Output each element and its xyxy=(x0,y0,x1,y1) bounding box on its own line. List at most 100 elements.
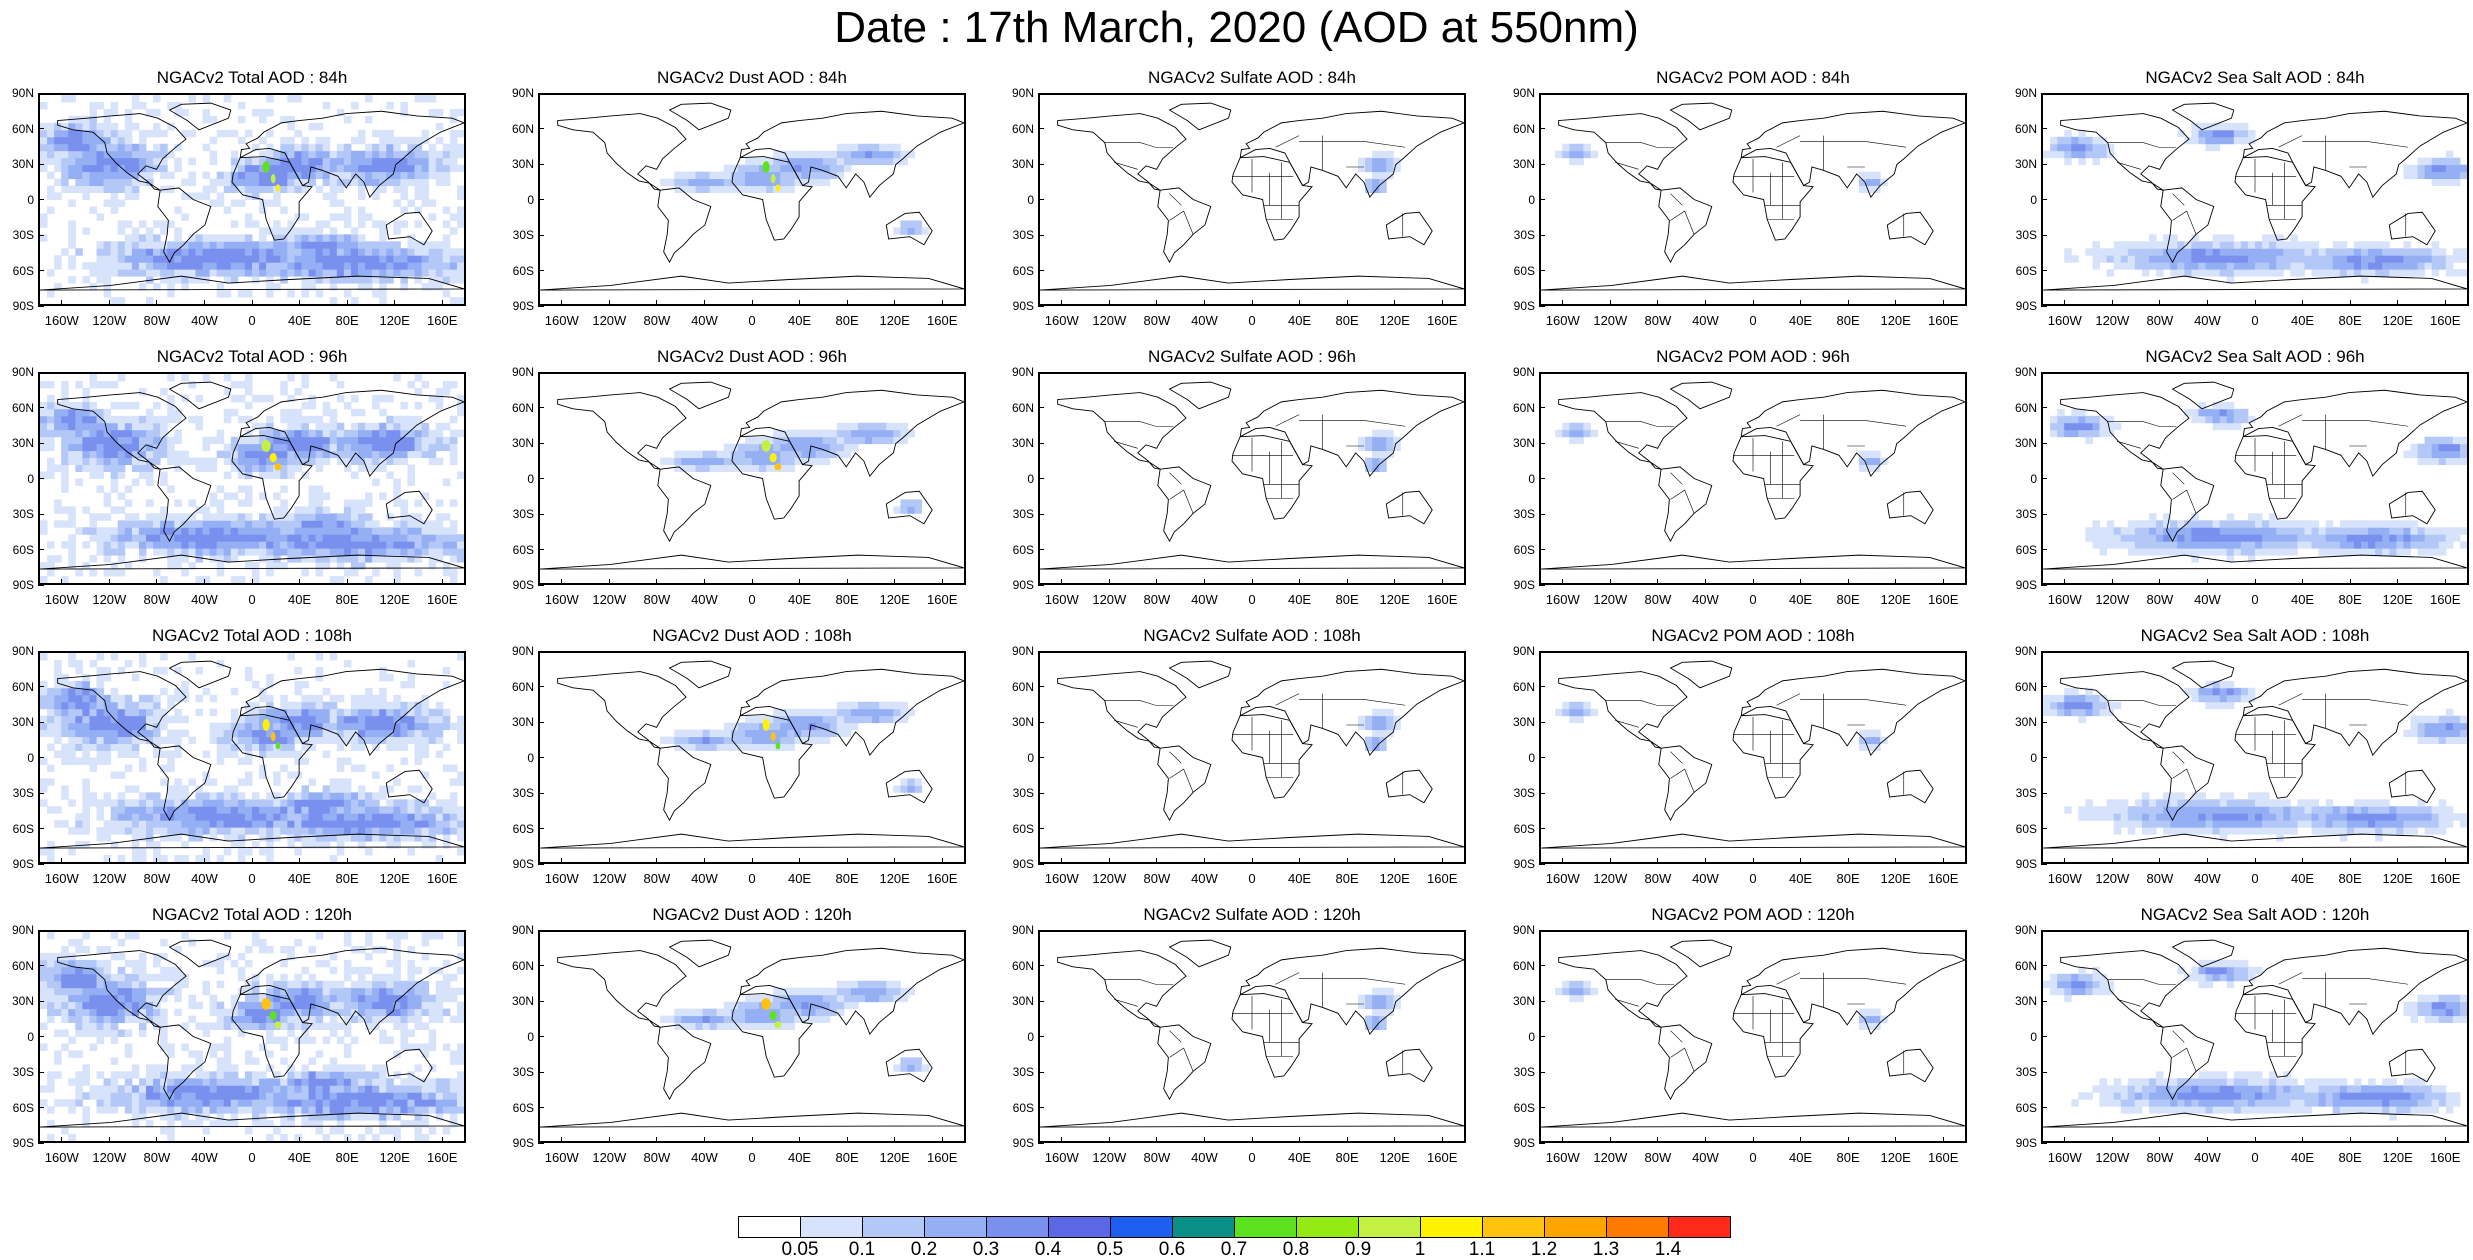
lat-tick xyxy=(1038,863,1044,865)
aod-cell xyxy=(209,534,218,542)
aod-cell xyxy=(2177,255,2185,263)
aod-cell xyxy=(336,541,345,549)
aod-cell xyxy=(400,834,408,842)
aod-cell xyxy=(2156,241,2164,249)
lat-tick xyxy=(38,828,44,829)
lon-tick xyxy=(299,300,301,306)
aod-cell xyxy=(138,813,147,821)
aod-cell xyxy=(181,680,189,689)
aod-cell xyxy=(294,527,302,535)
aod-cell xyxy=(435,513,444,521)
aod-cell xyxy=(124,736,133,745)
aod-cell xyxy=(160,164,168,173)
aod-cell xyxy=(124,178,133,187)
aod-cell xyxy=(343,736,352,745)
aod-cell xyxy=(449,115,458,124)
aod-cell xyxy=(393,478,401,486)
aod-cell xyxy=(2417,262,2426,270)
aod-cell xyxy=(2396,520,2404,528)
aod-cell xyxy=(167,408,175,417)
aod-cell xyxy=(2353,241,2362,249)
aod-cell xyxy=(379,436,387,445)
aod-cell xyxy=(266,750,274,758)
aod-cell xyxy=(695,450,704,459)
aod-cell xyxy=(47,806,55,814)
aod-cell xyxy=(244,757,253,765)
aod-cell xyxy=(68,150,76,159)
aod-cell xyxy=(393,136,401,145)
lat-tick xyxy=(2041,584,2047,586)
aod-cell xyxy=(138,241,147,249)
aod-cell xyxy=(329,653,338,661)
lat-tick xyxy=(538,234,544,236)
aod-cell xyxy=(435,401,444,410)
aod-cell xyxy=(843,715,852,724)
lon-tick-label: 120W xyxy=(2095,313,2130,328)
aod-cell xyxy=(329,422,338,431)
aod-cell xyxy=(138,220,147,228)
aod-cell xyxy=(308,520,317,528)
map-plot-area xyxy=(1038,651,1466,864)
aod-cell xyxy=(400,506,408,514)
lat-tick-label: 60S xyxy=(1012,542,1034,557)
aod-cell xyxy=(68,241,76,249)
aod-cell xyxy=(2424,171,2433,180)
aod-cell xyxy=(89,380,98,389)
aod-cell xyxy=(287,255,295,263)
aod-cell xyxy=(2445,178,2454,187)
aod-cell xyxy=(393,827,401,835)
aod-cell xyxy=(266,108,274,117)
aod-cell xyxy=(117,297,126,304)
lon-tick-label: 40W xyxy=(1191,592,1218,607)
aod-cell xyxy=(386,457,394,466)
aod-cell xyxy=(2445,457,2454,466)
lat-tick-label: 30N xyxy=(1512,436,1535,450)
aod-cell xyxy=(2127,527,2136,535)
aod-cell xyxy=(2283,248,2291,256)
aod-cell xyxy=(350,227,359,235)
aod-cell xyxy=(96,178,105,187)
aod-cell xyxy=(75,136,83,145)
aod-cell xyxy=(393,548,401,556)
aod-cell xyxy=(2163,241,2171,249)
aod-cell xyxy=(195,422,204,431)
aod-cell xyxy=(47,394,55,403)
aod-cell xyxy=(82,541,90,549)
aod-cell xyxy=(160,513,168,521)
aod-cell xyxy=(2156,520,2164,528)
aod-cell xyxy=(449,269,458,277)
aod-cell xyxy=(96,464,105,472)
aod-cell xyxy=(301,450,310,459)
aod-cell xyxy=(259,269,267,277)
aod-cell xyxy=(131,185,140,193)
lon-tick-label: 80E xyxy=(2338,592,2362,607)
aod-cell xyxy=(350,443,359,452)
aod-cell xyxy=(167,262,175,270)
aod-cell xyxy=(428,199,437,207)
aod-cell xyxy=(350,422,359,431)
aod-cell xyxy=(414,757,423,765)
aod-cell xyxy=(386,150,394,159)
aod-cell xyxy=(2057,408,2065,417)
aod-cell xyxy=(110,178,119,187)
aod-cell xyxy=(343,722,352,731)
aod-cell xyxy=(195,541,204,549)
aod-cell xyxy=(294,813,302,821)
aod-cell xyxy=(365,276,373,284)
aod-cell xyxy=(117,464,126,472)
lat-tick-label: 90N xyxy=(511,644,534,658)
aod-cell xyxy=(280,150,288,159)
aod-cell xyxy=(393,694,401,703)
aod-cell xyxy=(386,729,394,738)
aod-cell xyxy=(138,457,147,466)
aod-cell xyxy=(230,436,239,445)
aod-cell xyxy=(96,262,105,270)
map-plot-area xyxy=(1539,93,1967,306)
aod-cell xyxy=(393,422,401,431)
aod-cell xyxy=(1358,715,1366,724)
aod-cell xyxy=(1562,708,1570,717)
aod-cell xyxy=(138,234,147,242)
aod-cell xyxy=(716,736,725,745)
aod-cell xyxy=(252,241,260,249)
aod-cell xyxy=(2346,527,2355,535)
